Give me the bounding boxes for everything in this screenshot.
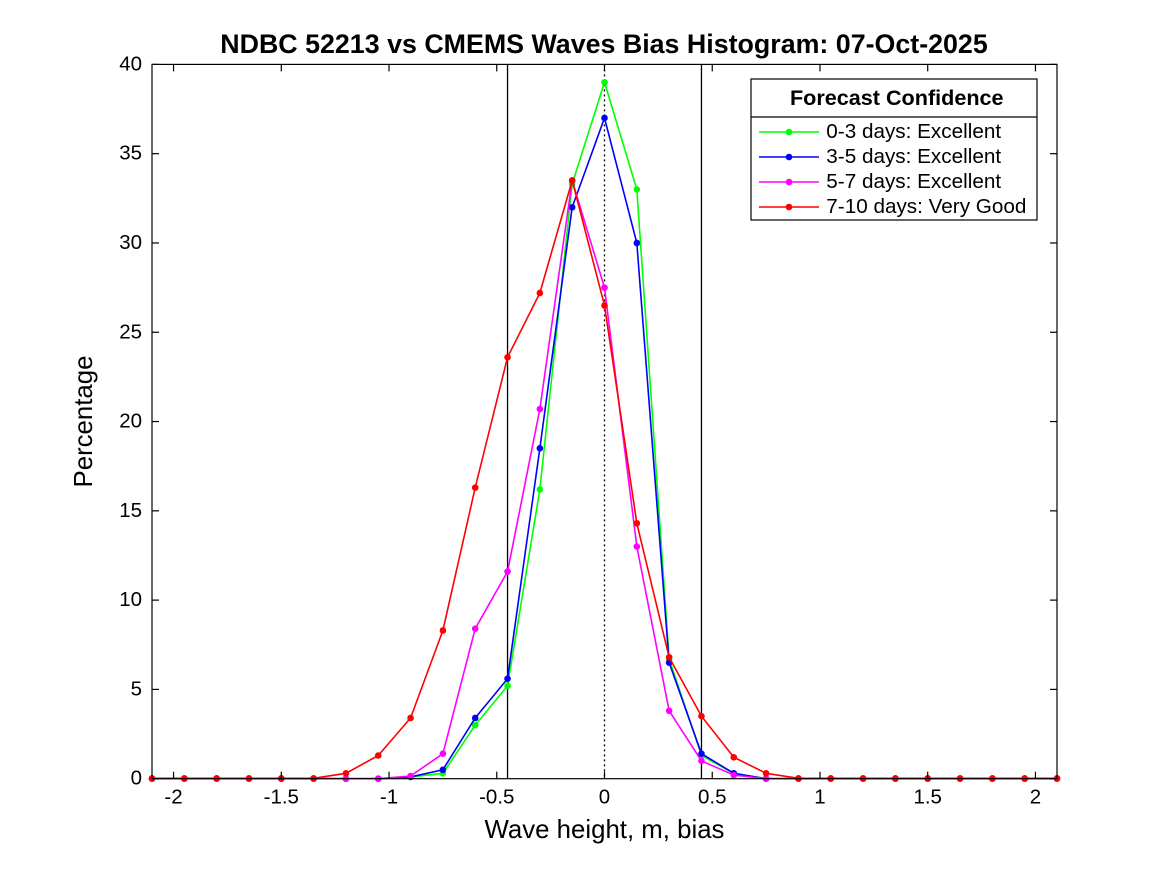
svg-text:1: 1 — [814, 786, 825, 809]
svg-text:3-5 days: Excellent: 3-5 days: Excellent — [826, 145, 1001, 168]
svg-text:-1: -1 — [380, 786, 398, 809]
svg-text:40: 40 — [119, 52, 142, 75]
svg-text:30: 30 — [119, 231, 142, 254]
svg-text:Wave height, m, bias: Wave height, m, bias — [485, 816, 725, 844]
svg-text:35: 35 — [119, 142, 142, 165]
svg-text:2: 2 — [1030, 786, 1041, 809]
svg-text:1.5: 1.5 — [913, 786, 942, 809]
svg-text:-1.5: -1.5 — [264, 786, 299, 809]
svg-text:0-3 days: Excellent: 0-3 days: Excellent — [826, 120, 1001, 143]
svg-text:Forecast Confidence: Forecast Confidence — [790, 85, 1004, 110]
svg-text:-2: -2 — [164, 786, 182, 809]
svg-text:5: 5 — [131, 677, 142, 700]
svg-text:7-10 days: Very Good: 7-10 days: Very Good — [826, 195, 1026, 218]
svg-text:0.5: 0.5 — [698, 786, 727, 809]
svg-text:Percentage: Percentage — [70, 356, 98, 488]
svg-text:5-7 days: Excellent: 5-7 days: Excellent — [826, 170, 1001, 193]
svg-text:15: 15 — [119, 499, 142, 522]
svg-text:20: 20 — [119, 410, 142, 433]
svg-text:10: 10 — [119, 588, 142, 611]
svg-text:25: 25 — [119, 320, 142, 343]
svg-text:0: 0 — [599, 786, 610, 809]
svg-text:0: 0 — [131, 767, 142, 790]
svg-text:NDBC 52213 vs CMEMS Waves Bias: NDBC 52213 vs CMEMS Waves Bias Histogram… — [220, 29, 988, 59]
svg-text:-0.5: -0.5 — [479, 786, 514, 809]
